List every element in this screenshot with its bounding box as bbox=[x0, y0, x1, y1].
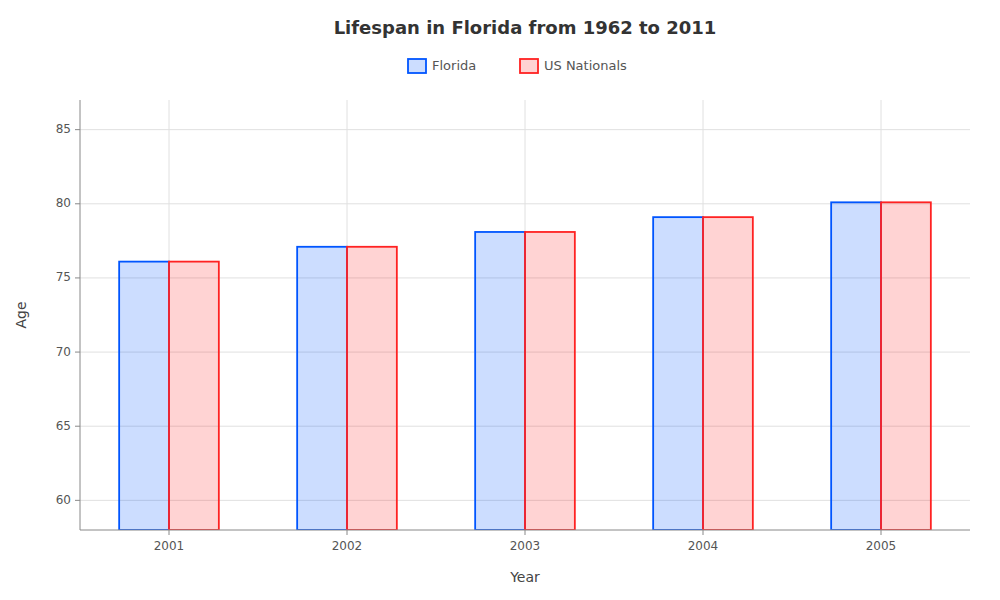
bar bbox=[169, 262, 219, 530]
axes: 60 65 70 75 80 85 2001 2002 2003 2004 2005 bbox=[56, 100, 970, 553]
tick-label: 2005 bbox=[866, 539, 897, 553]
x-axis-label: Year bbox=[509, 569, 540, 585]
legend: Florida US Nationals bbox=[408, 58, 627, 74]
bar bbox=[831, 202, 881, 530]
tick bbox=[75, 277, 80, 278]
tick-label: 75 bbox=[56, 270, 71, 284]
bar bbox=[475, 232, 525, 530]
tick-label: 70 bbox=[56, 345, 71, 359]
bars bbox=[119, 202, 931, 530]
tick bbox=[75, 500, 80, 501]
legend-label: US Nationals bbox=[544, 58, 627, 73]
tick bbox=[881, 530, 882, 535]
grid bbox=[80, 100, 970, 530]
tick-label: 85 bbox=[56, 122, 71, 136]
tick bbox=[525, 530, 526, 535]
bar bbox=[703, 217, 753, 530]
tick bbox=[75, 203, 80, 204]
tick-label: 2003 bbox=[510, 539, 541, 553]
title: Lifespan in Florida from 1962 to 2011 bbox=[334, 17, 717, 38]
tick bbox=[75, 352, 80, 353]
tick-label: 60 bbox=[56, 493, 71, 507]
y-axis-line bbox=[80, 100, 81, 530]
bar bbox=[653, 217, 703, 530]
tick bbox=[347, 530, 348, 535]
bar bbox=[119, 262, 169, 530]
bar bbox=[347, 247, 397, 530]
chart: 60 65 70 75 80 85 2001 2002 2003 2004 2005 Year Age L… bbox=[0, 0, 1000, 600]
tick bbox=[703, 530, 704, 535]
tick-label: 2001 bbox=[154, 539, 185, 553]
tick-label: 2002 bbox=[332, 539, 363, 553]
legend-swatch bbox=[408, 59, 426, 73]
y-axis-label: Age bbox=[13, 301, 29, 328]
bar bbox=[881, 202, 931, 530]
tick bbox=[75, 129, 80, 130]
tick bbox=[169, 530, 170, 535]
bar bbox=[297, 247, 347, 530]
tick-label: 80 bbox=[56, 196, 71, 210]
tick bbox=[75, 426, 80, 427]
legend-swatch bbox=[520, 59, 538, 73]
bar bbox=[525, 232, 575, 530]
legend-label: Florida bbox=[432, 58, 476, 73]
tick-label: 65 bbox=[56, 419, 71, 433]
tick-label: 2004 bbox=[688, 539, 719, 553]
